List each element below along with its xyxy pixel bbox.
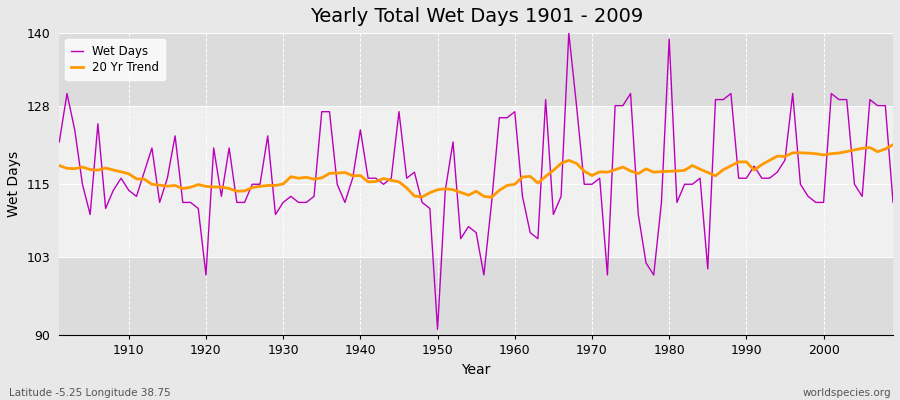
20 Yr Trend bbox=[509, 182, 520, 187]
20 Yr Trend bbox=[332, 171, 343, 176]
Wet Days bbox=[509, 109, 520, 114]
Title: Yearly Total Wet Days 1901 - 2009: Yearly Total Wet Days 1901 - 2009 bbox=[310, 7, 643, 26]
Wet Days bbox=[285, 194, 296, 199]
Wet Days bbox=[518, 194, 528, 199]
20 Yr Trend bbox=[609, 167, 620, 172]
20 Yr Trend bbox=[486, 195, 497, 200]
Text: Latitude -5.25 Longitude 38.75: Latitude -5.25 Longitude 38.75 bbox=[9, 388, 171, 398]
Text: worldspecies.org: worldspecies.org bbox=[803, 388, 891, 398]
20 Yr Trend bbox=[285, 174, 296, 179]
Line: 20 Yr Trend: 20 Yr Trend bbox=[59, 145, 893, 197]
20 Yr Trend bbox=[54, 163, 65, 168]
Legend: Wet Days, 20 Yr Trend: Wet Days, 20 Yr Trend bbox=[65, 39, 166, 80]
X-axis label: Year: Year bbox=[462, 363, 490, 377]
Wet Days bbox=[563, 31, 574, 36]
20 Yr Trend bbox=[887, 142, 898, 147]
20 Yr Trend bbox=[115, 170, 126, 174]
Wet Days bbox=[115, 176, 126, 181]
Wet Days bbox=[54, 140, 65, 144]
Y-axis label: Wet Days: Wet Days bbox=[7, 151, 21, 217]
Wet Days bbox=[617, 103, 628, 108]
Line: Wet Days: Wet Days bbox=[59, 33, 893, 330]
20 Yr Trend bbox=[518, 175, 528, 180]
Wet Days bbox=[332, 182, 343, 187]
Wet Days bbox=[887, 200, 898, 205]
Wet Days bbox=[432, 327, 443, 332]
Bar bbox=[59, 106, 893, 257]
